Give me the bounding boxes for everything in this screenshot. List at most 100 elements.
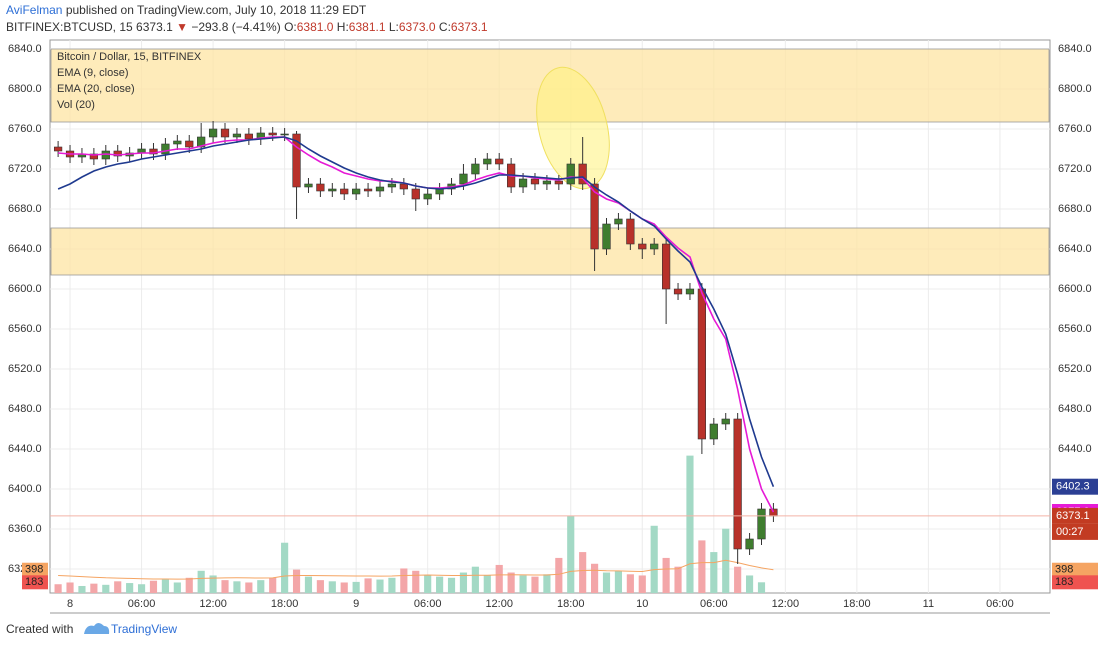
candle-body	[304, 183, 313, 188]
brand-logo	[84, 623, 110, 634]
volume-badge	[22, 562, 48, 577]
x-tick-label: 06:00	[414, 598, 442, 610]
candle-body	[495, 158, 504, 165]
volume-bar	[316, 580, 324, 593]
x-tick-label: 10	[636, 598, 648, 610]
y-tick-label: 6640.0	[1058, 243, 1092, 255]
candle-body	[197, 136, 206, 148]
volume-bar	[400, 568, 408, 593]
volume-bar	[328, 581, 336, 593]
volume-bar	[114, 581, 122, 593]
candle-body	[518, 178, 528, 188]
countdown-badge	[1052, 523, 1098, 540]
ohlc-value: 6373.0	[399, 20, 436, 34]
volume-bar	[257, 580, 265, 593]
volume-bar	[388, 577, 396, 593]
volume-bar	[78, 585, 86, 593]
y-tick-label: 6400.0	[8, 483, 42, 495]
symbol-line: BITFINEX:BTCUSD, 15 6373.1 ▼ −293.8 (−4.…	[6, 20, 488, 34]
candle-body	[280, 133, 289, 136]
y-tick-label: 6560.0	[8, 323, 42, 335]
candle-body	[459, 173, 468, 185]
volume-bar	[495, 564, 503, 593]
volume-bar	[304, 576, 313, 593]
volume-bar	[137, 584, 146, 593]
volume-bar	[281, 542, 289, 593]
y-tick-label: 6360.0	[8, 523, 42, 535]
volume-bar	[459, 572, 468, 593]
candle-body	[328, 188, 337, 192]
volume-badge	[1052, 575, 1098, 590]
price-badge	[1052, 507, 1098, 524]
volume-badge-label: 398	[1055, 564, 1073, 576]
y-tick-label: 6520.0	[8, 363, 42, 375]
volume-badge	[1052, 562, 1098, 577]
volume-bar	[686, 455, 694, 593]
highlight-ellipse	[536, 66, 610, 190]
y-tick-label: 6680.0	[8, 203, 42, 215]
x-tick-label: 06:00	[128, 598, 156, 610]
candle-body	[232, 133, 242, 138]
volume-bar	[173, 582, 181, 593]
ohlc-key: H:	[337, 20, 349, 34]
price-badge-label: 6402.3	[1056, 481, 1090, 493]
y-tick-label: 6440.0	[8, 443, 42, 455]
y-tick-label: 6480.0	[8, 403, 42, 415]
candle-body	[149, 148, 158, 155]
y-tick-label: 6760.0	[1058, 123, 1092, 135]
price-badge-label: 6373.1	[1056, 510, 1090, 522]
volume-bar	[567, 515, 575, 593]
author[interactable]: AviFelman	[6, 3, 62, 17]
candle-body	[721, 418, 730, 425]
candle-body	[638, 243, 647, 250]
candle-body	[89, 153, 98, 160]
x-tick-label: 12:00	[485, 598, 513, 610]
volume-bar	[519, 575, 527, 593]
price-badge	[1052, 478, 1098, 495]
candle-body	[590, 183, 599, 250]
candle-body	[173, 140, 182, 145]
volume-bar	[66, 582, 74, 593]
volume-bar	[90, 583, 98, 593]
candle-body	[113, 150, 122, 157]
y-tick-label: 6680.0	[1058, 203, 1092, 215]
candle-body	[292, 133, 301, 188]
candle-body	[161, 143, 170, 155]
candle-body	[208, 128, 218, 138]
x-tick-label: 18:00	[271, 598, 299, 610]
x-tick-label: 12:00	[199, 598, 227, 610]
volume-ma-line	[58, 559, 774, 580]
ohlc-value: 6381.0	[297, 20, 334, 34]
header-line: AviFelman published on TradingView.com, …	[6, 3, 367, 17]
volume-bar	[269, 577, 277, 593]
candle-body	[471, 163, 480, 175]
volume-bar	[543, 574, 551, 593]
ohlc-key: C:	[439, 20, 451, 34]
x-tick-label: 9	[353, 598, 359, 610]
candle-body	[363, 188, 373, 192]
published: published on TradingView.com, July 10, 2…	[66, 3, 367, 17]
x-tick-label: 18:00	[557, 598, 585, 610]
x-tick-label: 06:00	[986, 598, 1014, 610]
volume-bar	[710, 552, 718, 593]
volume-bar	[745, 575, 754, 593]
volume-bar	[376, 579, 384, 593]
y-tick-label: 6480.0	[1058, 403, 1092, 415]
volume-bar	[579, 552, 587, 593]
volume-badge-label: 183	[1055, 576, 1073, 588]
candle-body	[673, 288, 683, 295]
y-tick-label: 6600.0	[1058, 283, 1092, 295]
candle-body	[340, 188, 349, 195]
volume-bar	[364, 578, 372, 593]
volume-badge	[22, 575, 48, 590]
footer-brand[interactable]: TradingView	[111, 622, 177, 636]
volume-bar	[507, 572, 515, 593]
volume-bar	[352, 581, 360, 593]
candle-body	[614, 218, 623, 225]
candle-body	[697, 288, 706, 440]
volume-bar	[54, 584, 62, 593]
change: −293.8 (−4.41%)	[191, 20, 280, 34]
candle-body	[316, 183, 325, 192]
volume-bar	[555, 557, 563, 593]
volume-bar	[161, 579, 169, 593]
